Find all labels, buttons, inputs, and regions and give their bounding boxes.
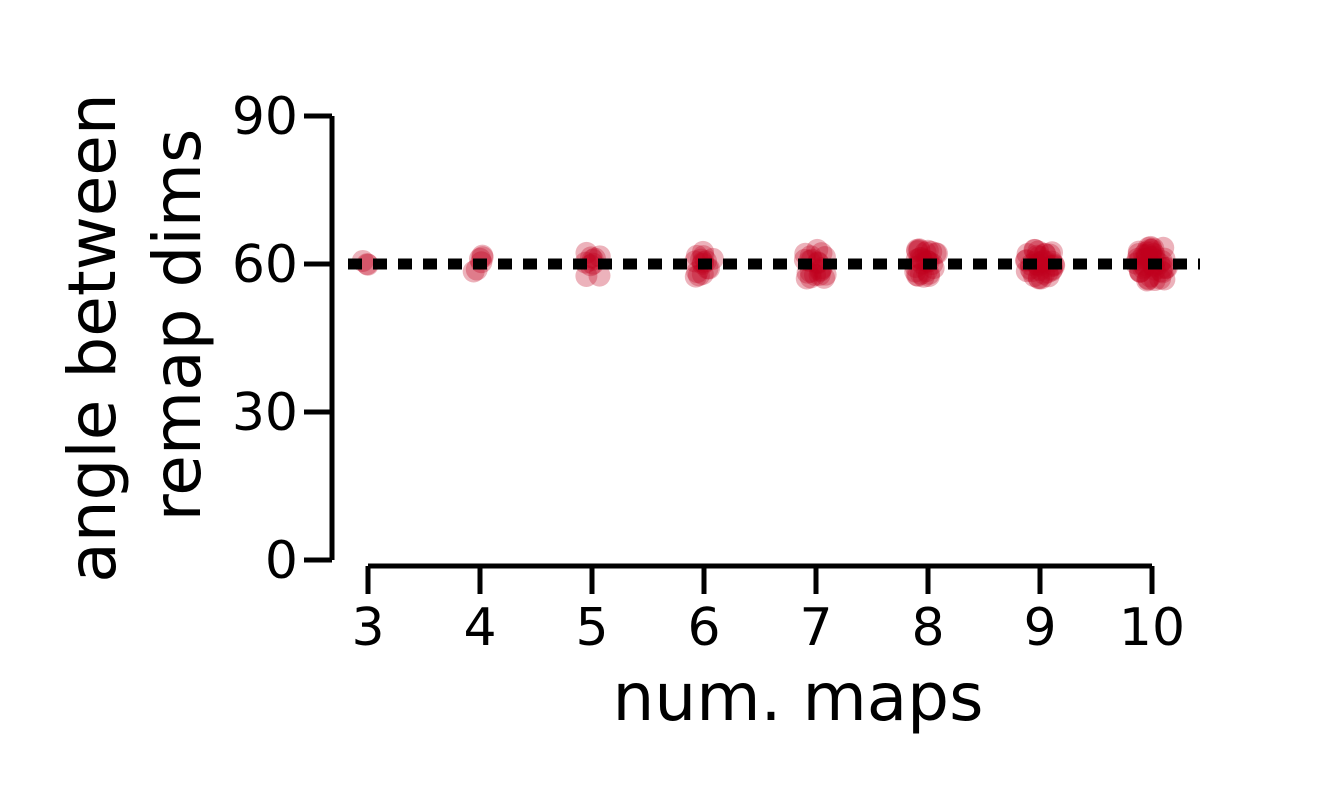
y-tick-label: 60: [232, 235, 298, 295]
y-axis-label-line-1: angle between: [54, 93, 131, 583]
data-point: [1023, 265, 1046, 288]
y-axis-label-line-2: remap dims: [139, 129, 216, 522]
data-point: [684, 265, 707, 288]
data-point: [692, 240, 715, 263]
x-tick-label: 6: [687, 598, 720, 658]
data-point: [908, 238, 931, 261]
data-point: [1028, 267, 1051, 290]
data-point: [906, 264, 929, 287]
data-point: [1152, 236, 1175, 259]
data-point: [1027, 240, 1050, 263]
data-point: [906, 240, 929, 263]
data-point: [916, 239, 939, 262]
data-point: [908, 239, 931, 262]
x-tick-label: 8: [911, 598, 944, 658]
data-point: [806, 238, 829, 261]
data-point: [1023, 239, 1046, 262]
x-tick-label: 9: [1023, 598, 1056, 658]
x-axis: 3 4 5 6 7 8 9 10: [351, 563, 1185, 658]
data-point: [907, 264, 930, 287]
data-point: [906, 238, 929, 261]
data-point: [1137, 268, 1160, 291]
data-point: [1136, 269, 1159, 292]
x-tick-label: 3: [351, 598, 384, 658]
data-point: [795, 267, 818, 290]
data-point: [1030, 267, 1053, 290]
data-point: [575, 241, 598, 264]
data-point: [813, 266, 836, 289]
data-point: [1139, 241, 1162, 264]
x-tick-label: 4: [463, 598, 496, 658]
data-point: [1153, 268, 1176, 291]
x-tick-label: 7: [799, 598, 832, 658]
data-point: [588, 264, 611, 287]
data-point: [1023, 238, 1046, 261]
data-point: [1139, 265, 1162, 288]
data-point: [1139, 238, 1162, 261]
data-point: [575, 264, 598, 287]
data-point: [1041, 241, 1064, 264]
data-point: [1037, 265, 1060, 288]
data-point: [804, 264, 827, 287]
data-point: [1143, 269, 1166, 292]
data-point: [687, 264, 710, 287]
y-tick-label: 0: [265, 531, 298, 591]
data-point: [1137, 236, 1160, 259]
data-point: [918, 265, 941, 288]
data-point: [1149, 267, 1172, 290]
x-tick-label: 5: [575, 598, 608, 658]
y-tick-label: 90: [232, 87, 298, 147]
data-point: [1142, 237, 1165, 260]
data-point: [1135, 241, 1158, 264]
y-tick-label: 30: [232, 383, 298, 443]
x-tick-label: 10: [1119, 598, 1185, 658]
data-point: [920, 240, 943, 263]
y-axis: 0 30 60 90: [232, 87, 335, 591]
data-point: [1140, 238, 1163, 261]
data-point: [912, 265, 935, 288]
x-axis-label: num. maps: [613, 659, 984, 736]
data-point: [799, 266, 822, 289]
data-point: [1027, 266, 1050, 289]
data-point: [1139, 235, 1162, 258]
data-point: [914, 241, 937, 264]
data-point: [1127, 240, 1150, 263]
data-point: [1137, 267, 1160, 290]
